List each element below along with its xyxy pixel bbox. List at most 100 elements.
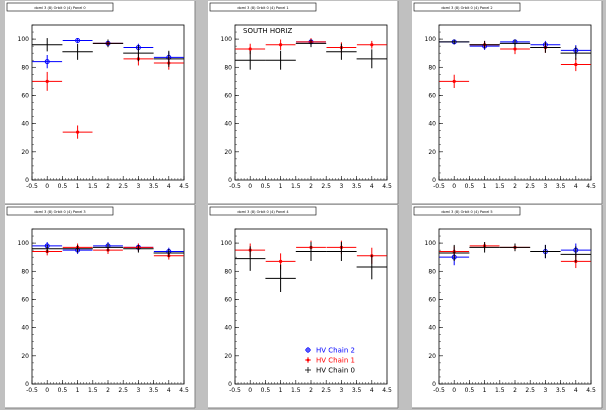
y-tick-label: 20 xyxy=(224,353,232,360)
pad-background xyxy=(412,1,602,204)
x-tick-label: 0 xyxy=(45,387,49,394)
x-tick-label: -0.5 xyxy=(26,183,38,190)
y-tick-label: 80 xyxy=(21,64,29,71)
y-tick-label: 0 xyxy=(25,177,29,184)
x-tick-label: 1 xyxy=(483,387,487,394)
x-tick-label: 4 xyxy=(574,387,578,394)
y-tick-label: 20 xyxy=(21,353,29,360)
legend-marker xyxy=(305,347,311,353)
y-tick-label: 40 xyxy=(21,325,29,332)
pad-background xyxy=(208,1,398,204)
x-tick-label: 0.5 xyxy=(261,387,271,394)
pad-0: doml 3 (8) Orbit 0 (4) Panel 0-0.5 0 0.5 1 1… xyxy=(5,1,196,205)
x-tick-label: 0.5 xyxy=(465,183,475,190)
y-tick-label: 20 xyxy=(21,149,29,156)
x-tick-label: 1 xyxy=(279,183,283,190)
y-tick-label: 40 xyxy=(428,121,436,128)
y-tick-label: 80 xyxy=(224,268,232,275)
x-tick-label: 3 xyxy=(339,387,343,394)
x-tick-label: 0 xyxy=(452,387,456,394)
pad-title-box xyxy=(6,2,114,12)
data-point-marker xyxy=(452,79,456,83)
y-tick-label: 60 xyxy=(21,296,29,303)
x-tick-label: -0.5 xyxy=(229,387,241,394)
x-tick-label: 1 xyxy=(76,387,80,394)
pad-title: doml 3 (8) Orbit 0 (4) Panel 1 xyxy=(237,6,288,10)
data-point-marker xyxy=(370,43,374,47)
x-tick-label: 3.5 xyxy=(149,183,159,190)
pad-background xyxy=(5,205,195,408)
y-tick-label: 40 xyxy=(428,325,436,332)
x-tick-label: 1.5 xyxy=(88,183,98,190)
pad-title: doml 3 (8) Orbit 0 (4) Panel 0 xyxy=(34,6,85,10)
pad-background xyxy=(412,205,602,408)
x-tick-label: 4.5 xyxy=(179,183,189,190)
y-tick-label: 100 xyxy=(425,240,437,247)
x-tick-label: 3.5 xyxy=(556,183,566,190)
x-tick-label: -0.5 xyxy=(229,183,241,190)
y-tick-label: 80 xyxy=(21,268,29,275)
y-tick-label: 40 xyxy=(21,121,29,128)
data-point-marker xyxy=(76,130,80,134)
data-point-marker xyxy=(279,259,283,264)
x-tick-label: 3 xyxy=(339,183,343,190)
pad-5: doml 3 (8) Orbit 0 (4) Panel 5-0.5 0 0.5 1 1… xyxy=(412,205,603,409)
y-tick-label: 60 xyxy=(21,92,29,99)
x-tick-label: 2 xyxy=(513,183,517,190)
x-tick-label: 1.5 xyxy=(495,183,505,190)
x-tick-label: 3 xyxy=(543,387,547,394)
legend-marker xyxy=(306,358,310,362)
x-tick-label: 2.5 xyxy=(525,183,535,190)
pad-title: doml 3 (8) Orbit 0 (4) Panel 2 xyxy=(441,6,492,10)
pad-title: doml 3 (8) Orbit 0 (4) Panel 5 xyxy=(441,210,492,214)
data-point-marker xyxy=(574,62,578,67)
y-tick-label: 0 xyxy=(432,177,436,184)
x-tick-label: 0 xyxy=(452,183,456,190)
y-tick-label: 60 xyxy=(224,296,232,303)
pad-3: doml 3 (8) Orbit 0 (4) Panel 3-0.5 0 0.5 1 1… xyxy=(5,205,196,409)
x-tick-label: 0.5 xyxy=(58,387,68,394)
data-point-marker xyxy=(45,79,49,83)
x-tick-label: 0 xyxy=(45,183,49,190)
pad-title: doml 3 (8) Orbit 0 (4) Panel 3 xyxy=(34,210,85,214)
x-tick-label: 2.5 xyxy=(118,387,128,394)
x-tick-label: 4 xyxy=(370,183,374,190)
x-tick-label: 0.5 xyxy=(58,183,68,190)
y-tick-label: 0 xyxy=(432,381,436,388)
legend-label: HV Chain 1 xyxy=(316,357,355,365)
x-tick-label: 4 xyxy=(370,387,374,394)
x-tick-label: 2.5 xyxy=(525,387,535,394)
y-tick-label: 100 xyxy=(425,36,437,43)
pad-4: doml 3 (8) Orbit 0 (4) Panel 4-0.5 0 0.5 1 1… xyxy=(208,205,399,409)
x-tick-label: 3 xyxy=(136,387,140,394)
x-tick-label: 3.5 xyxy=(352,183,362,190)
pad-title-box xyxy=(413,206,521,216)
x-tick-label: 3.5 xyxy=(352,387,362,394)
y-tick-label: 60 xyxy=(428,296,436,303)
data-point-marker xyxy=(279,43,283,47)
y-tick-label: 60 xyxy=(428,92,436,99)
y-tick-label: 0 xyxy=(228,177,232,184)
y-tick-label: 80 xyxy=(224,64,232,71)
x-tick-label: -0.5 xyxy=(433,183,445,190)
pad-title-box xyxy=(6,206,114,216)
x-tick-label: 4 xyxy=(167,387,171,394)
annotation-text: SOUTH HORIZ xyxy=(243,27,293,35)
x-tick-label: 0.5 xyxy=(261,183,271,190)
y-tick-label: 40 xyxy=(224,325,232,332)
y-tick-label: 80 xyxy=(428,268,436,275)
y-tick-label: 100 xyxy=(18,240,30,247)
data-point-marker xyxy=(75,38,81,43)
data-point-marker xyxy=(44,59,50,65)
y-tick-label: 40 xyxy=(224,121,232,128)
x-tick-label: 2 xyxy=(513,387,517,394)
pad-title-box xyxy=(209,2,317,12)
pad-2: doml 3 (8) Orbit 0 (4) Panel 2-0.5 0 0.5 1 1… xyxy=(412,1,603,205)
x-tick-label: 1 xyxy=(483,183,487,190)
x-tick-label: 4.5 xyxy=(382,387,392,394)
x-tick-label: 3 xyxy=(136,183,140,190)
y-tick-label: 100 xyxy=(18,36,30,43)
pad-1: doml 3 (8) Orbit 0 (4) Panel 1-0.5 0 0.5 1 1… xyxy=(208,1,399,205)
y-tick-label: 80 xyxy=(428,64,436,71)
